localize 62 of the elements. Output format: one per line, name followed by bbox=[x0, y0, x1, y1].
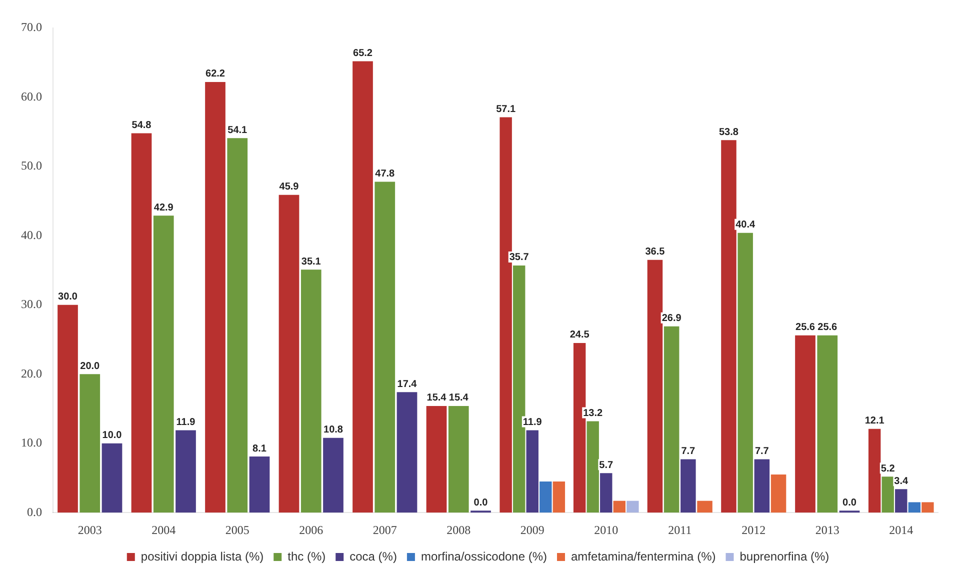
data-label: 47.8 bbox=[375, 168, 396, 180]
data-label: 25.6 bbox=[796, 322, 816, 334]
x-tick-label: 2004 bbox=[152, 522, 176, 537]
data-label: 17.4 bbox=[397, 378, 418, 390]
data-label: 15.4 bbox=[426, 392, 447, 404]
data-label: 8.1 bbox=[252, 443, 267, 454]
x-tick-label: 2013 bbox=[815, 522, 840, 537]
data-label: 65.2 bbox=[353, 48, 373, 59]
x-tick-label: 2010 bbox=[594, 522, 618, 537]
data-label: 7.7 bbox=[681, 446, 696, 458]
y-tick-label: 50.0 bbox=[21, 158, 42, 173]
x-tick-label: 2005 bbox=[225, 522, 250, 537]
data-label: 40.4 bbox=[736, 220, 756, 231]
data-label: 7.7 bbox=[754, 446, 770, 458]
data-label: 5.7 bbox=[599, 460, 614, 471]
data-label: 26.9 bbox=[662, 313, 682, 324]
x-tick-label: 2012 bbox=[742, 522, 766, 537]
data-label: 53.8 bbox=[719, 126, 739, 138]
data-label: 13.2 bbox=[583, 408, 604, 419]
y-tick-label: 70.0 bbox=[21, 20, 42, 34]
data-label: 36.5 bbox=[645, 246, 666, 258]
data-label: 35.1 bbox=[301, 256, 322, 268]
x-tick-label: 2007 bbox=[372, 522, 397, 537]
data-label: 54.1 bbox=[228, 124, 248, 136]
y-tick-label: 20.0 bbox=[21, 366, 42, 380]
data-label: 0.0 bbox=[474, 497, 488, 508]
data-label: 24.5 bbox=[570, 330, 590, 341]
data-label: 10.0 bbox=[102, 430, 122, 442]
x-tick-label: 2009 bbox=[520, 522, 544, 537]
y-tick-label: 30.0 bbox=[21, 297, 42, 312]
data-label: 12.1 bbox=[864, 416, 885, 427]
legend-label: amfetamina/fentermina (%) bbox=[571, 549, 716, 564]
data-label: 0.0 bbox=[842, 497, 857, 508]
x-tick-label: 2008 bbox=[446, 522, 471, 537]
legend-label: buprenorfina (%) bbox=[740, 549, 830, 564]
data-label: 62.2 bbox=[206, 68, 226, 80]
x-tick-label: 2014 bbox=[889, 522, 914, 537]
data-label: 15.4 bbox=[448, 392, 469, 404]
data-label: 11.9 bbox=[176, 416, 196, 428]
x-tick-label: 2003 bbox=[78, 522, 102, 537]
legend-label: positivi doppia lista (%) bbox=[140, 549, 264, 564]
data-label: 42.9 bbox=[154, 202, 174, 214]
data-label: 30.0 bbox=[58, 292, 78, 303]
legend-label: morfina/ossicodone (%) bbox=[420, 549, 548, 564]
data-label: 5.2 bbox=[880, 463, 896, 474]
x-tick-label: 2006 bbox=[299, 522, 324, 537]
data-label: 57.1 bbox=[496, 104, 516, 116]
x-tick-label: 2011 bbox=[668, 522, 692, 537]
data-label: 45.9 bbox=[279, 182, 300, 193]
y-tick-label: 0.0 bbox=[27, 504, 42, 519]
data-label: 11.9 bbox=[522, 416, 542, 428]
data-label: 3.4 bbox=[894, 476, 909, 487]
y-tick-label: 40.0 bbox=[21, 228, 42, 242]
y-tick-label: 10.0 bbox=[21, 436, 42, 450]
legend-label: coca (%) bbox=[350, 549, 397, 564]
legend-label: thc (%) bbox=[288, 549, 326, 564]
y-tick-label: 60.0 bbox=[21, 89, 42, 104]
data-label: 20.0 bbox=[80, 360, 100, 372]
data-label: 54.8 bbox=[132, 120, 152, 131]
data-label: 10.8 bbox=[324, 424, 344, 436]
data-label: 35.7 bbox=[509, 252, 530, 264]
data-label: 25.6 bbox=[818, 322, 838, 334]
